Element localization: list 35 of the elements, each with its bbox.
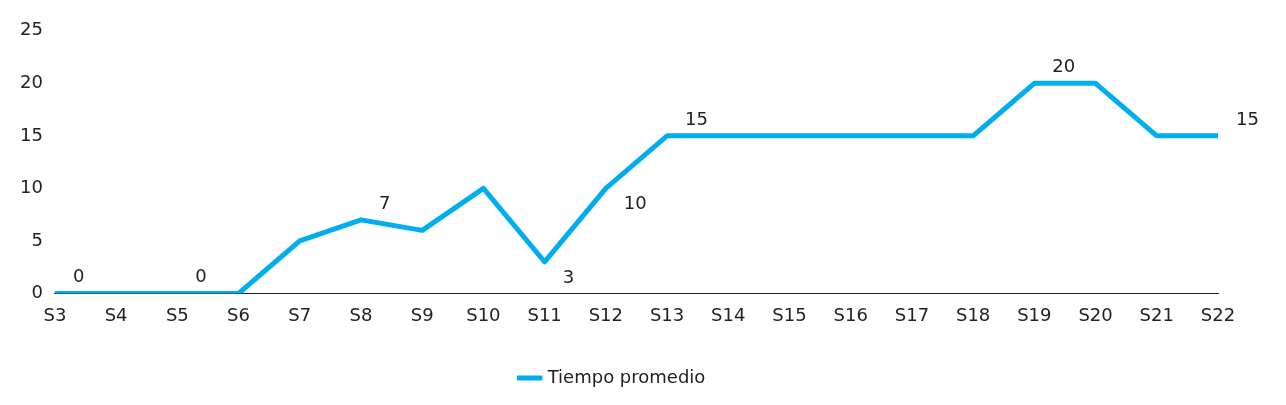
x-tick-label: S19 [1017,303,1052,325]
x-tick-label: S16 [833,303,868,325]
y-tick-label: 10 [20,176,43,198]
x-tick-label: S12 [588,303,624,325]
x-tick-label: S20 [1078,303,1113,325]
x-tick-label: S22 [1200,303,1236,325]
data-label: 7 [378,191,391,213]
y-tick-label: 5 [31,228,43,250]
x-tick-label: S17 [894,303,930,325]
data-label: 10 [623,192,647,214]
x-tick-label: S21 [1139,303,1174,325]
y-tick-label: 0 [31,281,43,303]
x-tick-label: S9 [410,303,434,325]
y-tick-label: 25 [20,18,43,40]
x-tick-label: S8 [349,303,373,325]
x-tick-label: S6 [227,303,250,325]
data-label: 0 [72,265,85,287]
data-label: 15 [685,107,708,129]
data-label: 15 [1236,107,1259,129]
legend-label: Tiempo promedio [546,365,706,387]
y-tick-label: 20 [20,70,43,92]
y-tick-label: 15 [20,123,43,145]
x-tick-label: S3 [43,303,67,325]
x-tick-label: S7 [288,303,312,325]
x-tick-label: S15 [772,303,807,325]
x-tick-label: S11 [527,303,562,325]
x-tick-label: S14 [711,303,746,325]
data-label: 20 [1052,54,1076,76]
x-tick-label: S4 [104,303,128,325]
x-tick-label: S5 [165,303,189,325]
x-tick-label: S13 [649,303,685,325]
x-tick-label: S10 [466,303,501,325]
x-tick-label: S18 [955,303,991,325]
data-label: 3 [562,265,575,287]
data-label: 0 [195,265,207,287]
